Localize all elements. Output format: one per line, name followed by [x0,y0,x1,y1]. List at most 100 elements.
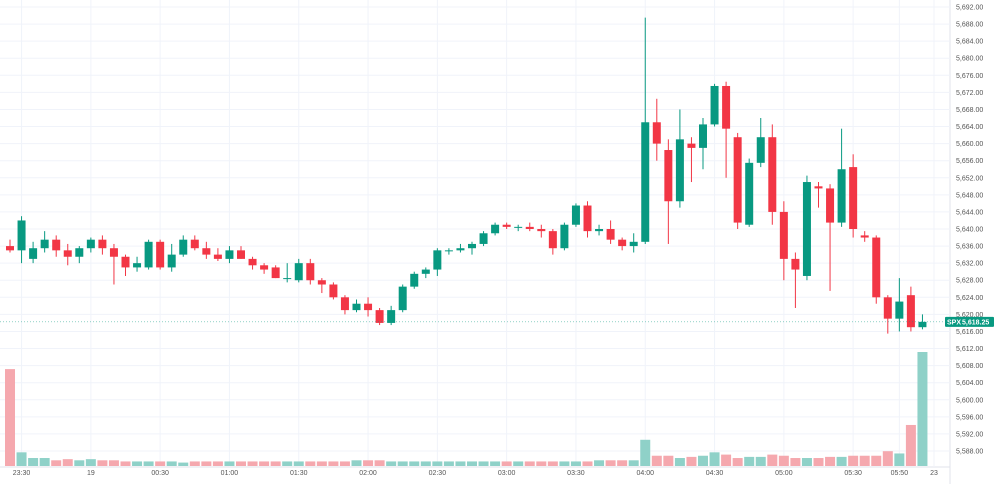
candle-body [791,258,800,270]
candle [109,243,118,285]
volume-bar [501,461,512,466]
candle [537,224,546,238]
candle-body [756,137,765,163]
candle [733,132,742,229]
time-tick-label: 01:00 [221,470,239,477]
time-tick-label: 03:00 [498,470,516,477]
volume-bar [536,461,547,466]
candle [675,109,684,208]
candle [629,233,638,253]
volume-bar [28,458,39,466]
price-axis[interactable]: 5,692.00 5,688.00 5,684.00 5,680.00 5,676.00… [956,5,983,456]
candle-body [525,226,534,229]
price-tick-label: 5,632.00 [956,261,983,268]
volume-bar [143,461,154,466]
candle-body [202,248,211,255]
candle [213,248,222,262]
candle-body [675,139,684,202]
volume-bar [374,460,385,466]
volume-bar [74,460,85,466]
volume-bar [455,461,466,466]
last-price-tag: SPX 5,618.25 [945,316,994,327]
volume-bar [848,455,859,466]
candle [456,243,465,253]
candle [6,239,14,253]
volume-bar [478,461,489,466]
candle-body [906,295,915,328]
volume-bar [363,460,374,466]
candle-body [248,258,257,266]
volume-bar [108,460,119,466]
candle-body [375,310,384,323]
candle [814,182,823,208]
candle [710,83,719,127]
volume-bar [709,452,720,466]
candle-body [652,122,661,144]
candle-body [29,248,38,259]
candle [687,137,696,183]
candle-body [722,85,731,129]
candle [895,278,904,332]
candle [837,128,846,227]
volume-bar [305,461,316,466]
candle-body [802,182,811,276]
volume-bar [212,461,223,466]
volume-bar [813,458,824,466]
volume-bar [339,461,350,466]
volume-bar [698,455,708,466]
price-tick-label: 5,676.00 [956,73,983,80]
candle [779,201,788,281]
candle [86,237,95,253]
candle-body [514,226,523,228]
price-tick-label: 5,592.00 [956,431,983,438]
candle [144,239,153,270]
volume-bar [420,461,431,466]
candle [745,158,754,227]
candle [40,231,49,253]
candle-body [387,310,396,323]
volume-bar [247,461,258,466]
time-tick-label: 02:00 [359,470,377,477]
candle-body [6,246,14,251]
candle-body [872,237,881,298]
candle-body [664,150,673,202]
candle-body [583,205,592,232]
candle [63,243,72,266]
candle-body [491,224,500,234]
candle-body [444,250,453,252]
volume-bar [767,454,778,466]
candle-body [63,250,72,257]
price-tick-label: 5,692.00 [956,5,983,12]
candle [387,305,396,326]
volume-bar [189,461,200,466]
candle [317,278,326,294]
candle [179,235,188,257]
candle [237,246,245,259]
candle [340,295,349,315]
candle-body [860,235,869,238]
candle [283,263,292,283]
volume-bar [524,461,535,466]
time-tick-label: 05:30 [844,470,862,477]
price-tick-label: 5,688.00 [956,22,983,29]
time-tick-label: 05:00 [775,470,793,477]
candle-body [410,273,419,287]
volume-bar [5,369,15,466]
time-axis[interactable]: 23:30 19 00:30 01:00 01:30 02:00 02:30 03:00 03:… [13,470,938,477]
price-tick-label: 5,644.00 [956,209,983,216]
price-tick-label: 5,636.00 [956,244,983,251]
volume-bar [432,461,443,466]
candle [514,224,523,232]
volume-bar [120,461,131,466]
candle-body [283,278,292,280]
volume-bar [16,452,27,466]
candle-body [779,211,788,259]
candle [29,241,38,264]
candle-body [213,254,222,259]
volume-bar [282,461,293,466]
candle-body [710,85,719,125]
volume-bar [755,456,766,466]
candle-body [468,243,476,249]
candle-body [433,250,442,270]
